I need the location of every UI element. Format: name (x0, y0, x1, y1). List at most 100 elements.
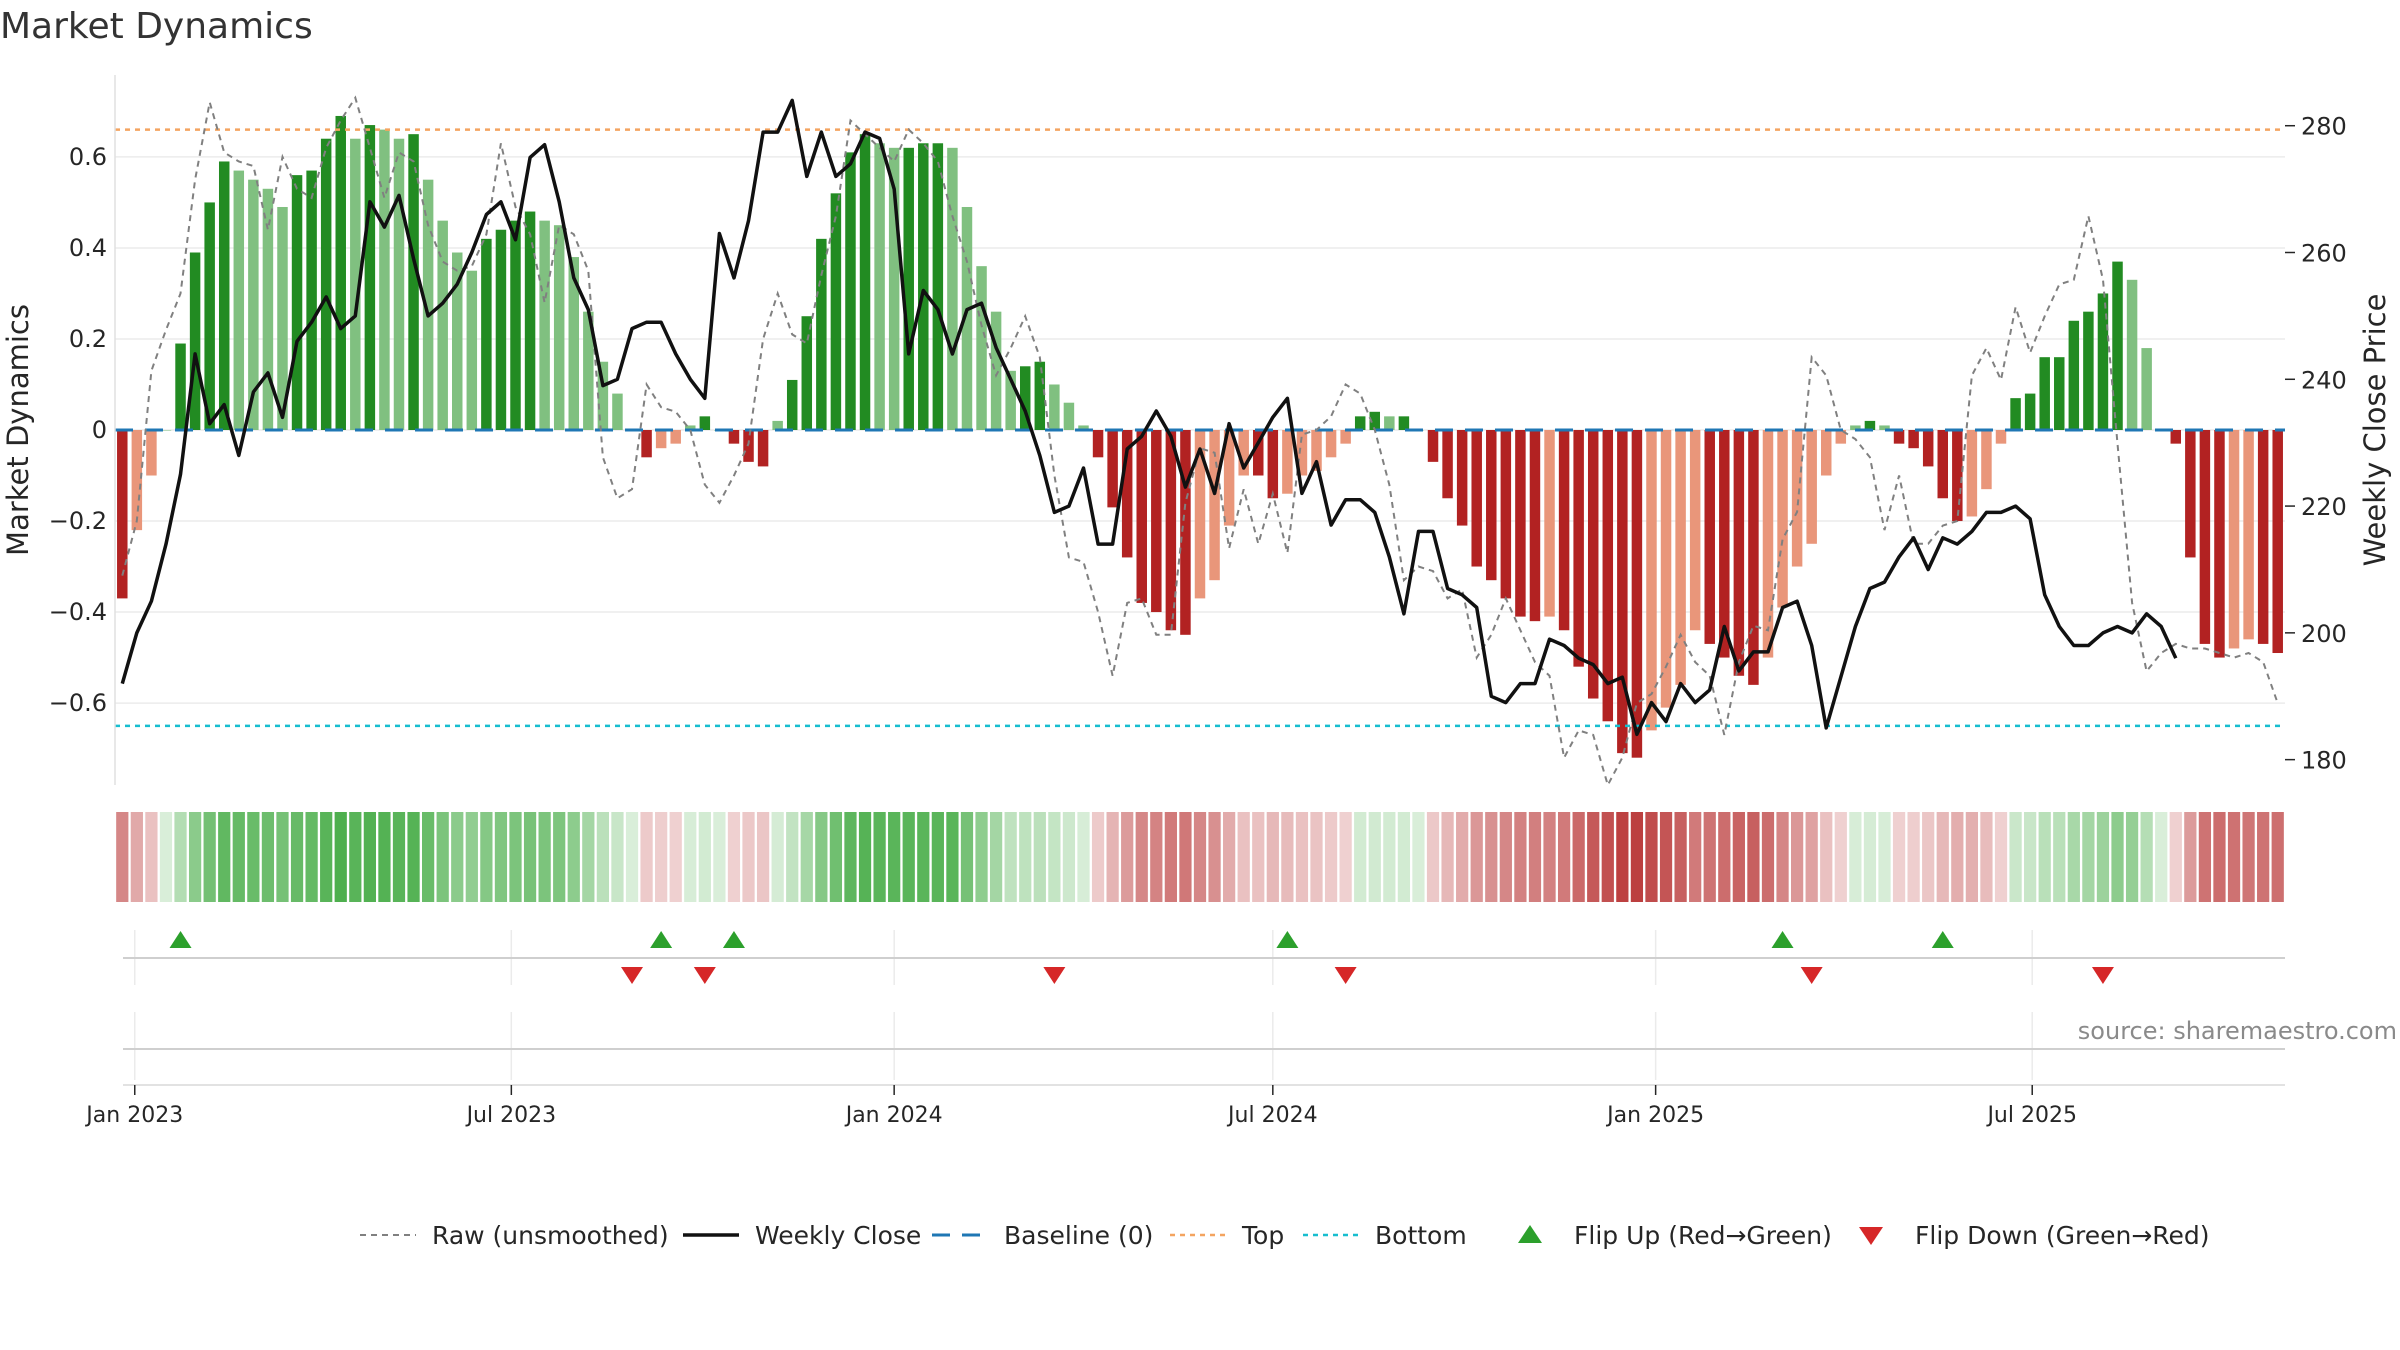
heat-cell (713, 812, 726, 902)
heat-cell (1659, 812, 1673, 902)
momentum-bar (1049, 384, 1060, 430)
heat-cell (1077, 812, 1090, 902)
momentum-bar (1835, 430, 1847, 444)
legend-label: Top (1241, 1221, 1284, 1250)
momentum-bar (1238, 430, 1249, 476)
momentum-bar (1675, 430, 1686, 685)
momentum-bar (248, 179, 259, 430)
heat-cell (1135, 812, 1148, 902)
x-tick-label: Jan 2024 (844, 1103, 943, 1128)
momentum-bar (1558, 430, 1570, 631)
heat-cell (858, 812, 872, 902)
heat-cell (1936, 812, 1949, 902)
momentum-bar (2228, 430, 2240, 649)
momentum-bar (1063, 402, 1075, 430)
heat-cell (669, 812, 682, 902)
momentum-bar (1660, 430, 1672, 708)
heat-cell (1616, 812, 1629, 902)
heat-cell (305, 812, 318, 902)
y-tick-label: 0.6 (69, 143, 107, 171)
momentum-bar (1544, 430, 1555, 617)
heat-cell (2096, 812, 2110, 902)
momentum-bar (393, 138, 405, 430)
heat-cell (829, 812, 843, 902)
heat-cell (1761, 812, 1775, 902)
heat-cell (145, 812, 158, 902)
flip-down-marker (2091, 967, 2114, 984)
heat-cell (1601, 812, 1614, 902)
heat-cell (1252, 812, 1265, 902)
momentum-bar (670, 430, 681, 444)
flip-markers-panel (123, 930, 2285, 1086)
heat-cell (2009, 812, 2022, 902)
heat-cell (1062, 812, 1076, 902)
momentum-bar (932, 143, 944, 430)
momentum-bar (903, 147, 914, 431)
heat-cell (1994, 812, 2008, 902)
heat-cell (1193, 812, 1207, 902)
heat-cell (159, 812, 173, 902)
momentum-bar (685, 425, 696, 430)
momentum-bar (364, 125, 376, 431)
momentum-bar (655, 430, 667, 449)
momentum-bar (757, 430, 769, 467)
momentum-bar (947, 147, 958, 431)
flip-down-marker (1043, 967, 1066, 984)
heat-cell (1150, 812, 1163, 902)
momentum-bar (2097, 293, 2109, 430)
momentum-bar (990, 311, 1002, 430)
heat-cell (1572, 812, 1585, 902)
heat-cell (1310, 812, 1323, 902)
heat-cell (509, 812, 522, 902)
heat-cell (1587, 812, 1600, 902)
heat-cell (261, 812, 275, 902)
legend-label: Flip Up (Red→Green) (1574, 1221, 1832, 1250)
y-tick-label: 0.4 (69, 234, 107, 262)
heat-cell (247, 812, 260, 902)
y-tick-label: 0 (92, 416, 107, 444)
heat-cell (1892, 812, 1906, 902)
heat-cell (1266, 812, 1279, 902)
reference-lines (115, 95, 2285, 788)
momentum-bar (1151, 430, 1162, 613)
heat-cell (1674, 812, 1687, 902)
momentum-bar (816, 238, 827, 430)
heat-cell (1106, 812, 1119, 902)
heat-cell (1223, 812, 1236, 902)
heat-cell (844, 812, 857, 902)
heat-cell (1179, 812, 1192, 902)
y2-tick-label: 240 (2301, 366, 2347, 394)
heat-cell (407, 812, 420, 902)
momentum-bar (1019, 366, 1031, 430)
y-tick-label: −0.2 (49, 507, 107, 535)
heat-cell (1048, 812, 1061, 902)
heat-cell (1499, 812, 1512, 902)
regime-heat-strip (116, 812, 2284, 902)
momentum-bar (888, 147, 900, 431)
momentum-bar (597, 361, 609, 430)
momentum-bar (218, 161, 230, 430)
momentum-bar (1354, 416, 1366, 430)
heat-cell (684, 812, 697, 902)
heat-cell (1470, 812, 1483, 902)
momentum-bar (1748, 430, 1759, 685)
heat-cell (1718, 812, 1731, 902)
momentum-bar (1704, 430, 1715, 644)
momentum-bar (2126, 279, 2138, 430)
flip-up-marker (1276, 931, 1299, 948)
x-axis: Jan 2023 Jul 2023 Jan 2024 Jul 2024 Jan 2025… (84, 1085, 2077, 1128)
heat-cell (1557, 812, 1571, 902)
heat-cell (1441, 812, 1454, 902)
heat-cell (611, 812, 624, 902)
heat-cell (392, 812, 406, 902)
momentum-bar (2024, 393, 2036, 430)
legend-label: Bottom (1375, 1221, 1467, 1250)
axes: −0.6 −0.4 −0.2 0 0.2 0.4 0.6 180 200 220 240 260 280 (49, 75, 2347, 785)
momentum-bar (2243, 430, 2254, 640)
heat-cell (2271, 812, 2284, 902)
momentum-bar (1398, 416, 1410, 430)
heat-cell (1630, 812, 1644, 902)
momentum-bar (2083, 311, 2094, 430)
heat-cell (2024, 812, 2037, 902)
